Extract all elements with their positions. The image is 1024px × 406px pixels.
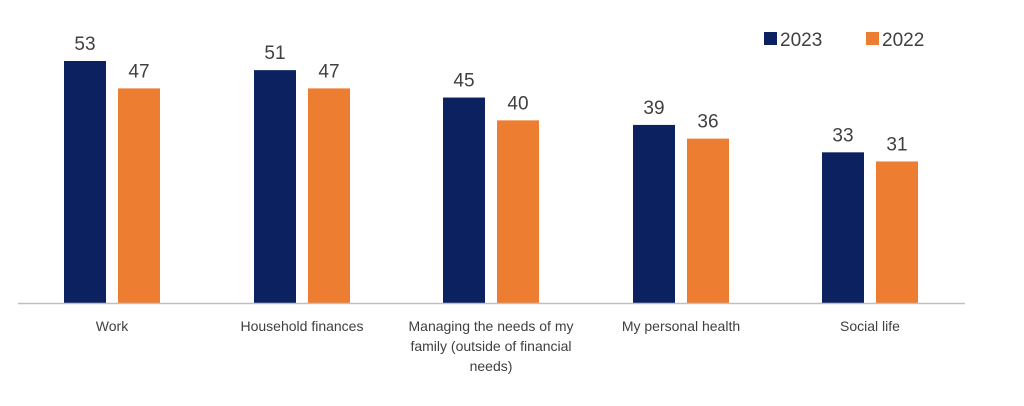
- value-label-2023-3: 39: [643, 98, 664, 119]
- category-label-4: Social life: [840, 318, 900, 334]
- bar-2022-0: [118, 88, 160, 303]
- legend-swatch-2022: [866, 32, 879, 45]
- legend-label-2023: 2023: [780, 30, 822, 51]
- bar-2023-0: [64, 61, 106, 303]
- legend-label-2022: 2022: [882, 30, 924, 51]
- bar-2023-1: [254, 70, 296, 303]
- bar-2023-3: [633, 124, 675, 303]
- value-label-2023-4: 33: [832, 125, 853, 146]
- category-label-1: Household finances: [241, 318, 364, 334]
- value-label-2022-0: 47: [128, 61, 149, 82]
- value-label-2022-4: 31: [886, 134, 907, 155]
- value-label-2023-1: 51: [264, 43, 285, 64]
- bar-2022-1: [308, 88, 350, 303]
- category-label-2-line-2: needs): [470, 358, 513, 374]
- value-label-2023-2: 45: [453, 71, 474, 92]
- category-label-3: My personal health: [622, 318, 740, 334]
- category-label-0: Work: [96, 318, 129, 334]
- value-label-2022-3: 36: [697, 112, 718, 133]
- bar-2022-2: [497, 120, 539, 303]
- bar-2023-4: [822, 152, 864, 303]
- category-label-2-line-0: Managing the needs of my: [409, 318, 574, 334]
- bar-2022-4: [876, 161, 918, 303]
- bar-2022-3: [687, 138, 729, 303]
- legend-swatch-2023: [764, 32, 777, 45]
- bar-2023-2: [443, 97, 485, 303]
- value-label-2023-0: 53: [74, 34, 95, 55]
- value-label-2022-1: 47: [318, 61, 339, 82]
- value-label-2022-2: 40: [507, 93, 528, 114]
- category-label-2-line-1: family (outside of financial: [410, 338, 571, 354]
